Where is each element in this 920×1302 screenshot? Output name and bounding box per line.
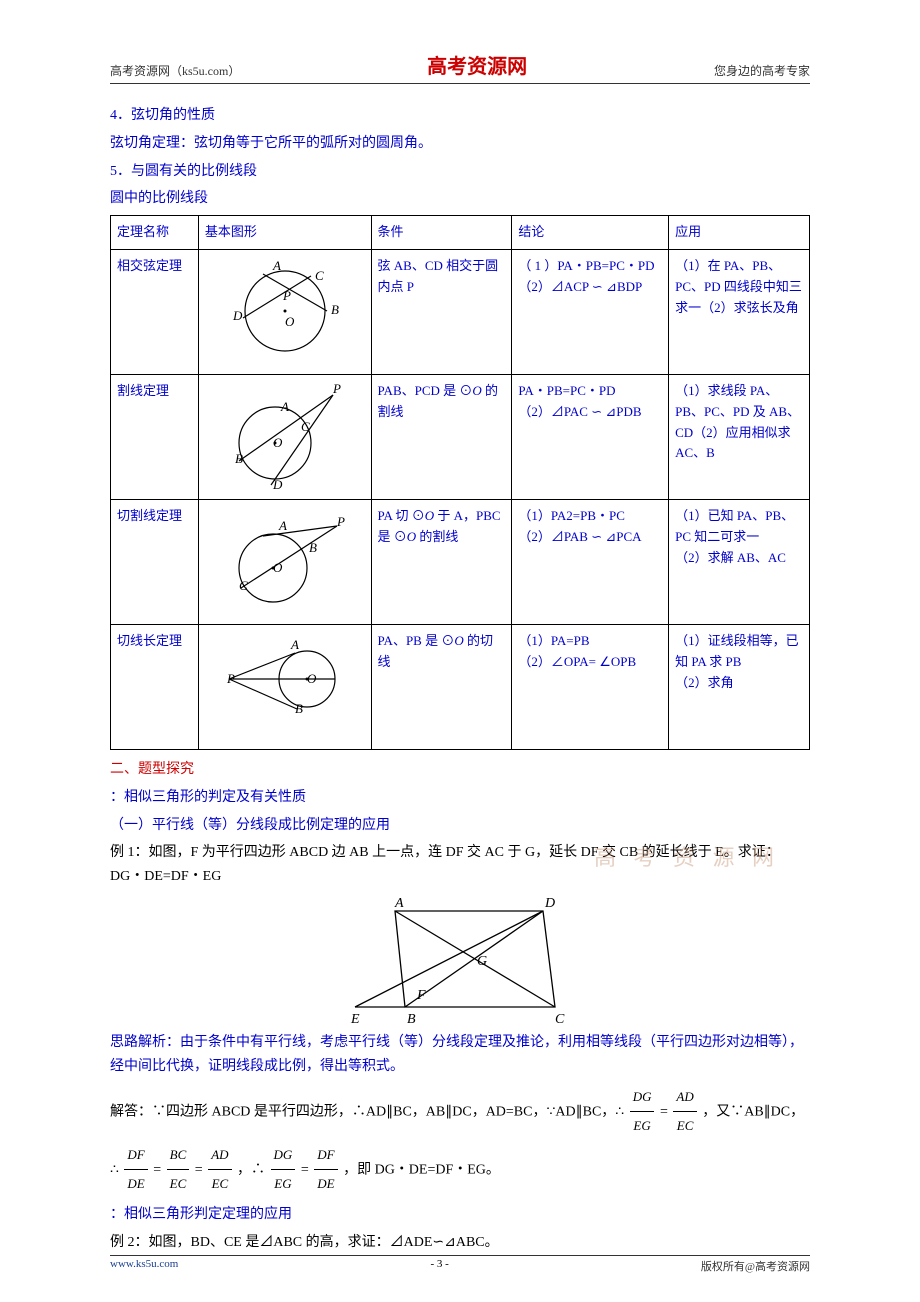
svg-text:B: B [407,1012,416,1025]
topic-2-title: ：相似三角形判定定理的应用 [110,1203,810,1227]
svg-text:O: O [273,560,283,575]
svg-text:B: B [309,540,317,555]
sol-prefix: 解答：∵四边形 ABCD 是平行四边形，∴AD∥BC，AB∥DC，AD=BC，∵… [110,1104,624,1119]
theorem-figure: P A BO [198,624,371,749]
svg-text:F: F [416,988,426,1003]
col-header-application: 应用 [669,216,810,250]
svg-text:A: A [272,258,281,273]
section-5-sub: 圆中的比例线段 [110,187,810,211]
svg-text:B: B [295,701,303,716]
svg-text:D: D [544,896,555,911]
frac-ad-ec: ADEC [673,1083,696,1141]
svg-text:D: D [232,308,243,323]
col-header-name: 定理名称 [111,216,199,250]
svg-text:C: C [315,268,324,283]
sol-tail: ，即 DG・DE=DF・EG。 [343,1162,500,1177]
frac-dg-eg-2: DGEG [271,1141,296,1199]
svg-text:D: D [272,477,283,492]
header-left: 高考资源网（ks5u.com） [110,62,240,79]
svg-text:P: P [336,514,345,529]
frac-ad-ec-2: ADEC [208,1141,231,1199]
svg-text:O: O [273,435,283,450]
example-1-figure: A D B C E F G [110,895,810,1025]
section-4-body: 弦切角定理：弦切角等于它所平的弧所对的圆周角。 [110,132,810,156]
table-row: 相交弦定理 A B C D PO 弦 AB、CD 相交于圆内点 P（ 1 ）PA・PB=PC… [111,249,810,374]
table-header-row: 定理名称 基本图形 条件 结论 应用 [111,216,810,250]
col-header-condition: 条件 [371,216,512,250]
sol-mid2: ，∴ [237,1162,265,1177]
theorem-condition: PAB、PCD 是 ⊙O 的割线 [371,374,512,499]
example-2-stem: 例 2：如图，BD、CE 是⊿ABC 的高，求证：⊿ADE∽⊿ABC。 [110,1231,810,1255]
frac-df-de: DFDE [124,1141,147,1199]
example-1-hint: 思路解析：由于条件中有平行线，考虑平行线（等）分线段定理及推论，利用相等线段（平… [110,1031,810,1079]
theorem-name: 切线长定理 [111,624,199,749]
theorem-figure: A B C D PO [198,249,371,374]
example-1-stem: 例 1：如图，F 为平行四边形 ABCD 边 AB 上一点，连 DF 交 AC … [110,841,810,889]
theorem-conclusion: PA・PB=PC・PD（2）⊿PAC ∽ ⊿PDB [512,374,669,499]
frac-bc-ec: BCEC [167,1141,190,1199]
theorem-conclusion: （1）PA2=PB・PC（2）⊿PAB ∽ ⊿PCA [512,499,669,624]
svg-text:G: G [477,954,487,969]
page-header: 高考资源网（ks5u.com） 高考资源网 您身边的高考专家 [110,50,810,84]
svg-text:A: A [290,637,299,652]
topic-1-title: ：相似三角形的判定及有关性质 [110,786,810,810]
theorem-application: （1）证线段相等，已知 PA 求 PB（2）求角 [669,624,810,749]
section-5-title: 5．与圆有关的比例线段 [110,160,810,184]
footer-left: www.ks5u.com [110,1258,178,1270]
section-2-title: 二、题型探究 [110,758,810,782]
theorem-name: 相交弦定理 [111,249,199,374]
svg-text:C: C [301,419,310,434]
table-row: 切割线定理 P A B C O PA 切 ⊙O 于 A，PBC 是 ⊙O 的割线（1）PA2… [111,499,810,624]
theorem-condition: PA 切 ⊙O 于 A，PBC 是 ⊙O 的割线 [371,499,512,624]
header-center: 高考资源网 [427,50,527,79]
topic-1a: （一）平行线（等）分线段成比例定理的应用 [110,814,810,838]
table-row: 切线长定理 P A BO PA、PB 是 ⊙O 的切线（1）PA=PB（2）∠OPA= … [111,624,810,749]
svg-text:A: A [280,399,289,414]
svg-text:O: O [307,671,317,686]
theorem-application: （1）在 PA、PB、PC、PD 四线段中知三求一（2）求弦长及角 [669,249,810,374]
theorem-conclusion: （1）PA=PB（2）∠OPA= ∠OPB [512,624,669,749]
theorem-figure: P A B C D O [198,374,371,499]
svg-text:P: P [226,671,235,686]
theorem-conclusion: （ 1 ）PA・PB=PC・PD（2）⊿ACP ∽ ⊿BDP [512,249,669,374]
frac-dg-eg: DGEG [630,1083,655,1141]
svg-text:P: P [282,288,291,303]
theorem-application: （1）求线段 PA、PB、PC、PD 及 AB、CD（2）应用相似求 AC、B [669,374,810,499]
svg-text:C: C [239,578,248,593]
theorem-table: 定理名称 基本图形 条件 结论 应用 相交弦定理ABCDPO弦 AB、CD 相交… [110,215,810,750]
frac-df-de-2: DFDE [314,1141,337,1199]
theorem-application: （1）已知 PA、PB、PC 知二可求一（2）求解 AB、AC [669,499,810,624]
example-1-solution: 解答：∵四边形 ABCD 是平行四边形，∴AD∥BC，AB∥DC，AD=BC，∵… [110,1083,810,1199]
theorem-name: 割线定理 [111,374,199,499]
theorem-figure: P A B C O [198,499,371,624]
svg-text:B: B [331,302,339,317]
svg-text:A: A [394,896,404,911]
page-footer: www.ks5u.com 版权所有@高考资源网 - 3 - [110,1255,810,1274]
section-4-title: 4．弦切角的性质 [110,104,810,128]
svg-text:B: B [235,451,243,466]
header-right: 您身边的高考专家 [714,62,810,79]
svg-text:P: P [332,381,341,396]
table-row: 割线定理 P A B C D O PAB、PCD 是 ⊙O 的割线PA・PB=PC・PD（2）… [111,374,810,499]
svg-text:A: A [278,518,287,533]
svg-text:C: C [555,1012,565,1025]
theorem-condition: PA、PB 是 ⊙O 的切线 [371,624,512,749]
footer-right: 版权所有@高考资源网 [701,1258,810,1274]
svg-text:O: O [285,314,295,329]
theorem-name: 切割线定理 [111,499,199,624]
col-header-figure: 基本图形 [198,216,371,250]
svg-text:E: E [350,1012,360,1025]
col-header-conclusion: 结论 [512,216,669,250]
theorem-condition: 弦 AB、CD 相交于圆内点 P [371,249,512,374]
